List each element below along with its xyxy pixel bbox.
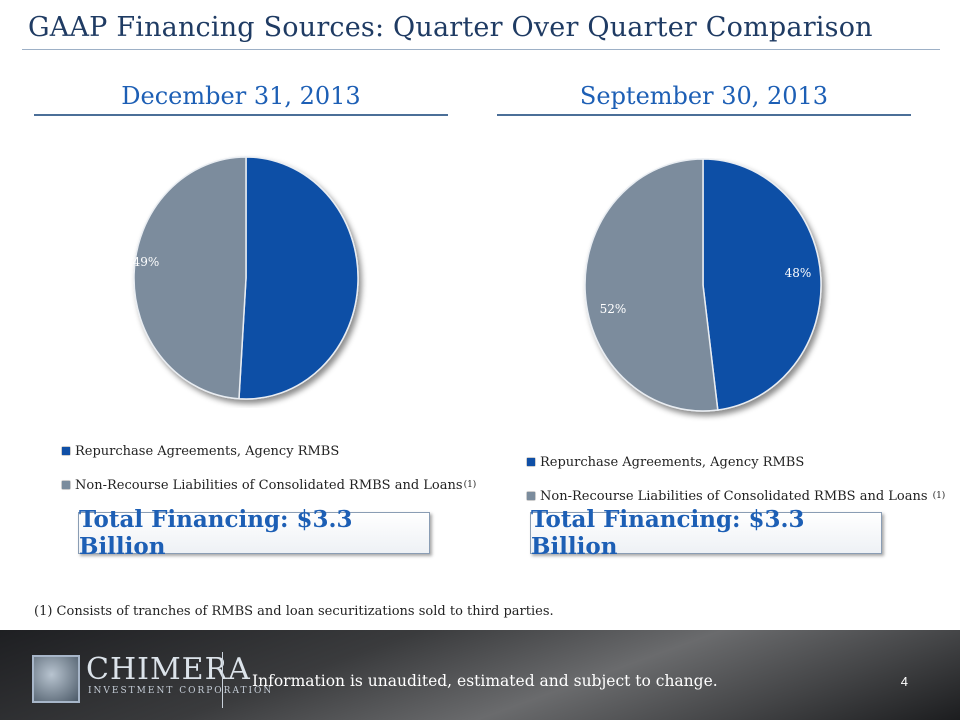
logo-wordmark: CHIMERA <box>86 652 251 687</box>
legend-footnote-marker: (1) <box>463 480 477 490</box>
chart-2-legend: Repurchase Agreements, Agency RMBS Non-R… <box>527 454 945 522</box>
chart-2-title: September 30, 2013 <box>579 82 829 110</box>
chimera-logo-icon <box>32 655 80 703</box>
pie-data-label: 48% <box>785 266 812 280</box>
pie-slice-nonrecourse <box>133 156 247 400</box>
pie-slice-repo <box>702 158 822 411</box>
legend-swatch-nonrecourse <box>62 481 70 489</box>
pie-slice-nonrecourse <box>584 158 719 412</box>
chart-1-title-rule <box>34 114 448 116</box>
chart-1-pie: 51%49% <box>133 156 359 400</box>
legend-label-repo: Repurchase Agreements, Agency RMBS <box>75 443 340 459</box>
page-title: GAAP Financing Sources: Quarter Over Qua… <box>28 12 873 43</box>
chart-1-total-label: Total Financing: $3.3 Billion <box>79 506 353 560</box>
chart-2-title-rule <box>497 114 911 116</box>
chart-1-total-box: Total Financing: $3.3 Billion <box>78 506 430 560</box>
footer-divider <box>222 652 223 708</box>
disclaimer-text: Information is unaudited, estimated and … <box>252 672 718 690</box>
legend-swatch-nonrecourse <box>527 492 535 500</box>
legend-label-repo: Repurchase Agreements, Agency RMBS <box>540 454 805 470</box>
chart-2-total-label: Total Financing: $3.3 Billion <box>531 506 805 560</box>
legend-item-repo: Repurchase Agreements, Agency RMBS <box>527 454 945 470</box>
pie-data-label: 49% <box>133 255 160 269</box>
title-divider <box>22 49 940 50</box>
pie-data-label: 52% <box>600 302 627 316</box>
chart-2-total-box: Total Financing: $3.3 Billion <box>530 506 882 560</box>
footer-banner: CHIMERA INVESTMENT CORPORATION Informati… <box>0 630 960 720</box>
legend-item-nonrecourse: Non-Recourse Liabilities of Consolidated… <box>527 488 945 504</box>
legend-item-repo: Repurchase Agreements, Agency RMBS <box>62 443 476 459</box>
pie-slice-repo <box>238 156 359 400</box>
legend-swatch-repo <box>62 447 70 455</box>
legend-label-nonrecourse: Non-Recourse Liabilities of Consolidated… <box>540 488 928 504</box>
page-number: 4 <box>900 674 908 689</box>
logo-subtitle: INVESTMENT CORPORATION <box>88 686 274 696</box>
chart-1-title: December 31, 2013 <box>121 82 361 110</box>
footnote: (1) Consists of tranches of RMBS and loa… <box>34 604 554 619</box>
legend-label-nonrecourse: Non-Recourse Liabilities of Consolidated… <box>75 477 463 493</box>
legend-item-nonrecourse: Non-Recourse Liabilities of Consolidated… <box>62 477 476 493</box>
legend-swatch-repo <box>527 458 535 466</box>
chart-1-legend: Repurchase Agreements, Agency RMBS Non-R… <box>62 443 476 511</box>
legend-footnote-marker: (1) <box>932 491 946 501</box>
chart-2-pie: 48% 52% <box>584 158 822 412</box>
